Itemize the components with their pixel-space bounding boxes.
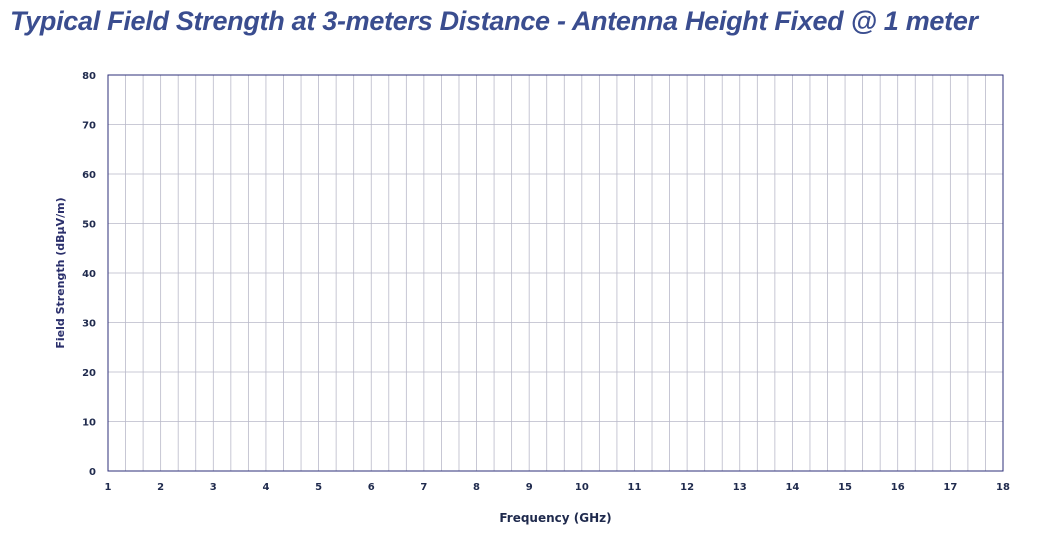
chart-title: Typical Field Strength at 3-meters Dista… (10, 6, 978, 36)
x-tick-label: 13 (733, 482, 747, 493)
x-tick-label: 11 (628, 482, 642, 493)
x-axis-label: Frequency (GHz) (499, 511, 611, 525)
y-tick-labels: 0 10 20 30 40 50 60 70 80 (82, 71, 96, 478)
x-tick-label: 5 (315, 482, 322, 493)
x-tick-label: 12 (680, 482, 694, 493)
field-strength-bars (107, 131, 1004, 471)
x-tick-label: 9 (526, 482, 533, 493)
y-tick-label: 30 (82, 319, 96, 330)
x-tick-label: 14 (785, 482, 799, 493)
x-tick-label: 17 (943, 482, 957, 493)
x-tick-labels: 1 2 3 4 5 6 7 8 9 10 11 12 13 14 15 16 17 18 (105, 482, 1010, 493)
x-tick-label: 2 (157, 482, 164, 493)
plot-frame (107, 74, 1004, 472)
y-tick-label: 40 (82, 269, 96, 280)
y-tick-label: 60 (82, 170, 96, 181)
y-tick-label: 20 (82, 368, 96, 379)
x-tick-label: 16 (891, 482, 905, 493)
y-tick-label: 0 (89, 467, 96, 478)
y-tick-label: 80 (82, 71, 96, 82)
y-tick-label: 10 (82, 418, 96, 429)
x-tick-label: 15 (838, 482, 852, 493)
y-tick-label: 70 (82, 121, 96, 132)
x-tick-label: 10 (575, 482, 589, 493)
x-tick-label: 7 (420, 482, 427, 493)
x-tick-label: 18 (996, 482, 1010, 493)
x-tick-label: 3 (210, 482, 217, 493)
y-axis-label: Field Strength (dBµV/m) (54, 197, 67, 348)
x-tick-label: 4 (262, 482, 269, 493)
x-tick-label: 8 (473, 482, 480, 493)
x-tick-label: 1 (105, 482, 112, 493)
y-tick-label: 50 (82, 220, 96, 231)
x-tick-label: 6 (368, 482, 375, 493)
